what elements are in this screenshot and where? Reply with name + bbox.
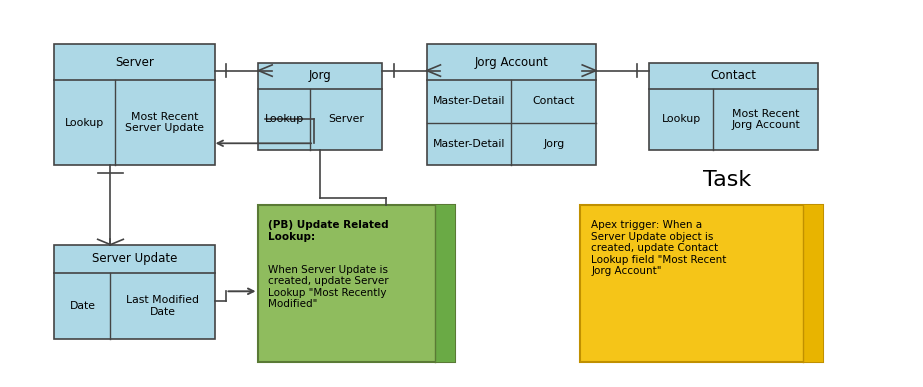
Text: Contact: Contact bbox=[711, 69, 757, 82]
Bar bbox=[803, 205, 822, 362]
Text: Jorg: Jorg bbox=[309, 69, 331, 82]
Text: Apex trigger: When a
Server Update object is
created, update Contact
Lookup fiel: Apex trigger: When a Server Update objec… bbox=[592, 220, 726, 276]
Text: Server Update: Server Update bbox=[91, 252, 177, 265]
Bar bbox=[581, 205, 822, 362]
Text: Lookup: Lookup bbox=[265, 115, 304, 125]
Text: Master-Detail: Master-Detail bbox=[433, 96, 505, 106]
Text: Jorg: Jorg bbox=[543, 139, 564, 149]
Text: Server: Server bbox=[329, 115, 364, 125]
Text: When Server Update is
created, update Server
Lookup "Most Recently
Modified": When Server Update is created, update Se… bbox=[268, 265, 389, 310]
Text: Master-Detail: Master-Detail bbox=[433, 139, 505, 149]
Bar bbox=[258, 63, 382, 150]
Text: Date: Date bbox=[69, 301, 95, 311]
Bar bbox=[54, 44, 214, 165]
Text: Lookup: Lookup bbox=[662, 115, 701, 125]
Text: Last Modified
Date: Last Modified Date bbox=[126, 295, 199, 317]
Text: (PB) Update Related
Lookup:: (PB) Update Related Lookup: bbox=[268, 220, 389, 241]
Text: Most Recent
Server Update: Most Recent Server Update bbox=[126, 112, 204, 134]
Bar bbox=[435, 205, 455, 362]
Bar bbox=[426, 44, 596, 165]
Text: Contact: Contact bbox=[533, 96, 575, 106]
Bar bbox=[258, 205, 455, 362]
Text: Lookup: Lookup bbox=[66, 118, 104, 128]
Bar bbox=[54, 245, 214, 339]
Text: Server: Server bbox=[115, 56, 154, 68]
Text: Jorg Account: Jorg Account bbox=[474, 56, 548, 68]
Text: Most Recent
Jorg Account: Most Recent Jorg Account bbox=[731, 109, 800, 130]
Text: Task: Task bbox=[702, 170, 751, 190]
Bar bbox=[649, 63, 818, 150]
